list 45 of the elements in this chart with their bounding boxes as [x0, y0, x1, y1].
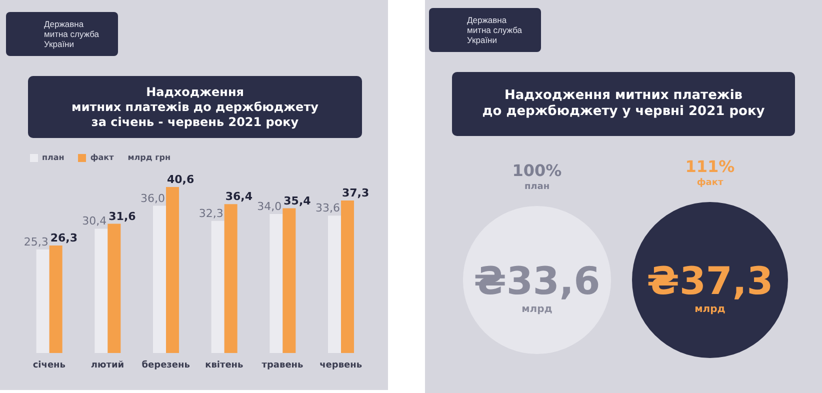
bar [341, 200, 354, 353]
text: Надходження митних платежів до держбюджету у червні 2021 року [452, 72, 795, 136]
bar [328, 216, 341, 353]
data-label: ₴33,6 [474, 259, 600, 303]
bar [166, 187, 179, 353]
bar [270, 214, 283, 353]
bar [153, 206, 166, 353]
data-label: 37,3 [342, 186, 370, 200]
bar [282, 208, 296, 353]
bar [224, 204, 238, 353]
y-axis-title: млрд грн [128, 153, 171, 162]
x-tick-label: січень [32, 360, 66, 370]
data-label: 30,4 [82, 214, 107, 228]
data-label: 40,6 [167, 173, 194, 186]
category-label: факт [696, 178, 724, 188]
chart-title: Надходження митних платежів до держбюджету за січень - червень 2021 року [28, 76, 362, 138]
text: 100% [512, 160, 562, 180]
bar [49, 245, 62, 353]
data-label: 33,6 [316, 202, 340, 215]
data-label: 31,6 [108, 210, 136, 223]
data-label: 35,4 [284, 194, 312, 208]
bar [94, 228, 108, 353]
x-tick-label: червень [320, 360, 362, 370]
x-tick-label: травень [262, 360, 304, 370]
category-label: план [524, 182, 550, 192]
data-label: 36,0 [140, 192, 165, 205]
text: млрд [522, 304, 552, 315]
data-label: 25,3 [24, 236, 48, 249]
x-tick-label: березень [142, 359, 190, 370]
legend-label: факт [89, 153, 114, 162]
bar [36, 250, 50, 353]
legend-label: план [41, 153, 64, 162]
data-label: 26,3 [50, 231, 78, 244]
x-tick-label: лютий [90, 360, 124, 370]
data-label: 36,4 [225, 190, 253, 204]
bar [211, 220, 224, 353]
data-label: 34,0 [257, 200, 282, 213]
x-tick-label: квітень [205, 360, 244, 370]
text: млрд [694, 304, 726, 315]
bar [108, 224, 121, 353]
data-label: ₴37,3 [646, 259, 774, 303]
text: Державна митна служба України [6, 12, 118, 56]
text: Державна митна служба України [429, 8, 541, 52]
data-label: 32,3 [198, 206, 224, 220]
text: 111% [685, 157, 735, 176]
